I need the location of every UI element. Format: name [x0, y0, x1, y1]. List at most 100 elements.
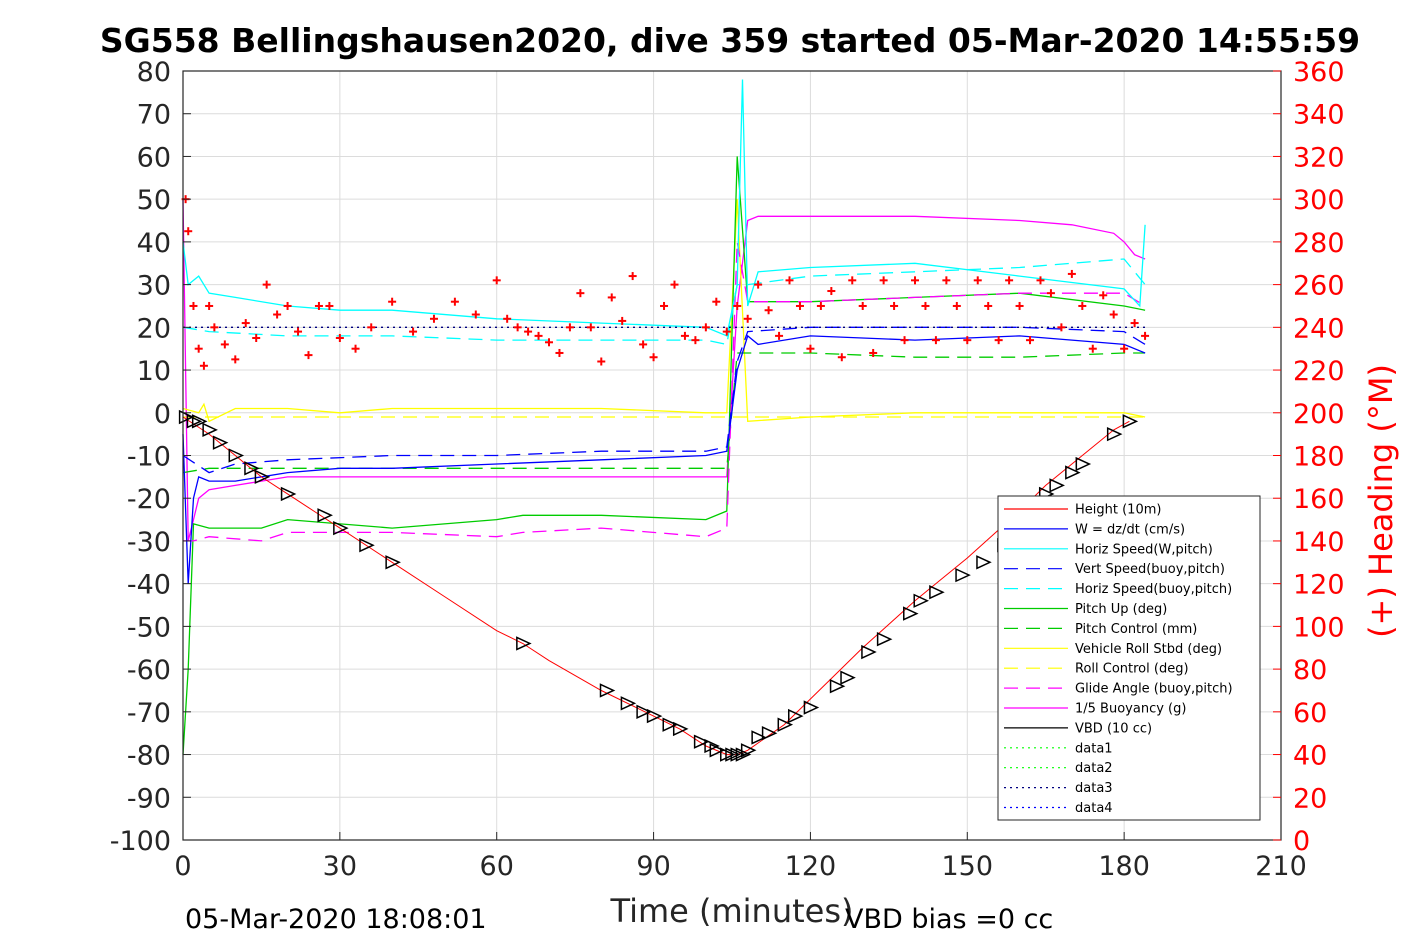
height-triangle-marker — [803, 700, 820, 715]
height-triangle-marker — [829, 679, 846, 694]
heading-marker — [722, 327, 731, 336]
height-triangle-marker — [244, 461, 260, 476]
heading-marker — [471, 310, 480, 319]
height-triangle-marker — [280, 486, 297, 502]
heading-marker — [210, 323, 219, 332]
heading-marker — [325, 301, 334, 310]
height-triangle-marker — [913, 593, 930, 608]
height-triangle-marker — [876, 632, 893, 647]
heading-marker — [241, 319, 250, 328]
height-triangle-marker — [672, 721, 689, 737]
legend-label: 1/5 Buoyancy (g) — [1075, 702, 1186, 717]
height-triangle-marker — [202, 422, 218, 438]
height-triangle-marker — [704, 738, 720, 754]
heading-marker — [283, 301, 292, 310]
heading-marker — [879, 276, 888, 285]
legend-item: Pitch Up (deg) — [1004, 602, 1167, 617]
legend-box — [997, 495, 1261, 821]
heading-marker — [492, 276, 501, 285]
left-tick-label: -80 — [127, 741, 171, 772]
heading-marker — [294, 327, 303, 336]
height-triangles — [178, 409, 1139, 762]
legend-item: Glide Angle (buoy,pitch) — [1004, 682, 1233, 697]
footer-vbd-bias: VBD bias =0 cc — [845, 904, 1053, 935]
heading-marker — [795, 301, 804, 310]
legend-item: Vert Speed(buoy,pitch) — [1004, 562, 1225, 577]
height-triangle-marker — [191, 414, 208, 429]
height-triangle-marker — [317, 508, 333, 523]
heading-marker — [785, 276, 794, 285]
right-tick-label: 220 — [1293, 356, 1345, 387]
heading-marker — [618, 316, 627, 325]
legend-label: Height (10m) — [1075, 503, 1161, 518]
heading-marker — [388, 297, 397, 306]
legend-label: data2 — [1075, 761, 1113, 776]
x-tick-label: 210 — [1255, 851, 1307, 882]
legend-items: Height (10m) W = dz/dt (cm/s) Horiz Speed(… — [1004, 503, 1233, 816]
legend-item: Vehicle Roll Stbd (deg) — [1004, 642, 1222, 657]
height-triangle-marker — [840, 670, 856, 685]
heading-marker — [1078, 301, 1087, 310]
heading-marker — [931, 336, 940, 345]
heading-marker — [1005, 276, 1014, 285]
heading-marker — [837, 353, 846, 362]
footer-timestamp: 05-Mar-2020 18:08:01 — [185, 904, 487, 935]
left-tick-label: -50 — [127, 612, 171, 643]
legend-label: W = dz/dt (cm/s) — [1075, 522, 1185, 537]
left-tick-label: -10 — [127, 442, 171, 473]
right-tick-label: 80 — [1293, 655, 1327, 686]
heading-marker — [1141, 331, 1150, 340]
height-triangle-marker — [599, 683, 616, 698]
heading-marker — [1036, 276, 1045, 285]
x-tick-label: 150 — [942, 851, 994, 882]
heading-marker — [545, 338, 553, 347]
height-triangle-marker — [178, 409, 195, 425]
heading-marker — [816, 301, 825, 310]
heading-marker — [1130, 319, 1139, 328]
height-triangle-marker — [725, 747, 741, 762]
height-triangle-marker — [787, 708, 804, 724]
legend-label: Roll Control (deg) — [1075, 662, 1189, 677]
heading-marker — [764, 306, 773, 315]
height-triangle-marker — [1122, 414, 1139, 429]
right-tick-label: 20 — [1293, 783, 1327, 814]
legend-item: data3 — [1004, 781, 1113, 796]
height-triangle-marker — [777, 717, 794, 732]
heading-marker — [701, 323, 710, 332]
series-line-9 — [183, 241, 1146, 542]
left-tick-label: -70 — [127, 698, 171, 729]
legend-label: Horiz Speed(buoy,pitch) — [1075, 582, 1232, 597]
right-tick-label: 240 — [1293, 313, 1345, 344]
heading-marker — [973, 276, 982, 285]
legend-label: Pitch Control (mm) — [1075, 622, 1197, 637]
heading-marker — [273, 310, 282, 319]
heading-marker — [1057, 323, 1066, 332]
left-tick-label: 60 — [137, 142, 171, 173]
legend-item: Pitch Control (mm) — [1004, 622, 1197, 637]
heading-marker — [649, 353, 658, 362]
series-group — [182, 79, 1146, 756]
height-triangle-marker — [333, 520, 349, 536]
right-tick-label: 340 — [1293, 100, 1345, 131]
height-triangle-marker — [212, 435, 229, 450]
heading-marker — [827, 287, 836, 296]
series-line-1 — [182, 334, 1146, 584]
height-triangle-marker — [1065, 465, 1081, 480]
left-tick-label: 70 — [137, 100, 171, 131]
heading-marker — [450, 297, 459, 306]
series-line-10 — [182, 199, 1146, 542]
legend-item: data1 — [1004, 741, 1113, 756]
height-triangle-marker — [740, 743, 757, 758]
heading-marker — [304, 351, 313, 360]
legend-label: VBD (10 cc) — [1075, 721, 1152, 736]
right-axis-ticks: 0 20 40 60 80 100 120 140 160 180 200 220 240 260 280 3… — [1273, 57, 1345, 857]
heading-marker — [1099, 291, 1108, 300]
heading-marker — [1067, 269, 1076, 278]
legend-label: data4 — [1075, 801, 1113, 816]
heading-marker — [806, 344, 815, 353]
legend-label: data1 — [1075, 741, 1113, 756]
legend-label: Glide Angle (buoy,pitch) — [1075, 682, 1233, 697]
heading-marker — [409, 327, 418, 336]
right-tick-label: 140 — [1293, 527, 1345, 558]
